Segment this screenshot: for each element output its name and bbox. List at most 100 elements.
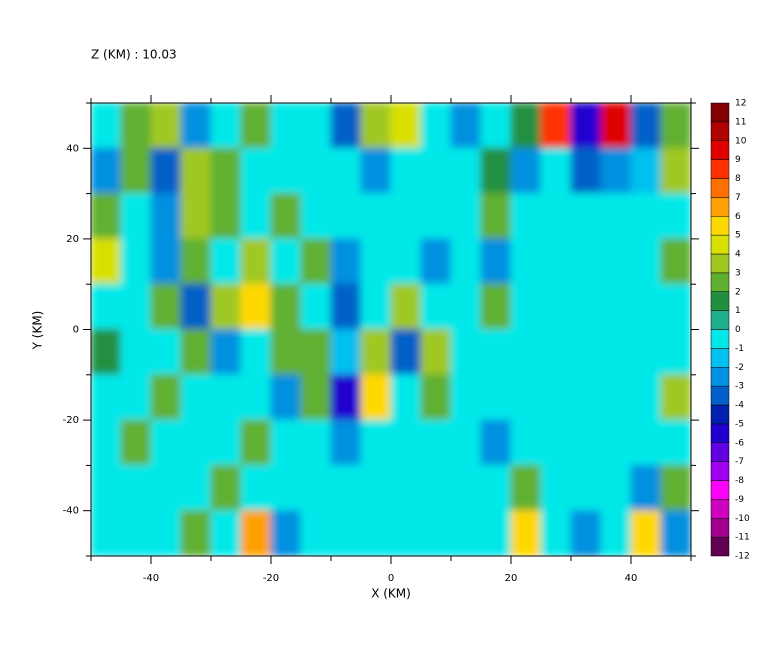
cell	[210, 193, 242, 240]
cell	[240, 329, 272, 376]
cell	[420, 103, 452, 149]
cell	[300, 329, 332, 376]
cell	[390, 419, 422, 466]
colorbar-box	[710, 348, 730, 368]
cell	[450, 193, 482, 240]
cell	[300, 464, 332, 512]
cell	[180, 464, 212, 512]
cell	[570, 193, 602, 240]
cell	[240, 419, 272, 466]
cell	[150, 238, 182, 285]
cell	[540, 193, 572, 240]
cell	[630, 510, 662, 556]
colorbar-label: 9	[735, 155, 741, 165]
cell	[91, 374, 122, 421]
cell	[180, 419, 212, 466]
cell	[390, 238, 422, 285]
cell	[450, 419, 482, 466]
cell	[330, 283, 362, 330]
cell	[360, 193, 392, 240]
chart-title: Z (KM) : 10.03	[91, 48, 177, 62]
colorbar-box	[710, 102, 730, 123]
cell	[570, 510, 602, 556]
cell	[330, 147, 362, 195]
cell	[420, 329, 452, 376]
colorbar-label: -11	[735, 533, 750, 543]
cell	[660, 283, 691, 330]
cell	[660, 193, 691, 240]
cell	[630, 419, 662, 466]
cell	[210, 510, 242, 556]
colorbar-label: 7	[735, 193, 741, 203]
cell	[480, 419, 512, 466]
cell	[270, 329, 302, 376]
cell	[510, 419, 542, 466]
colorbar-label: -9	[735, 495, 744, 505]
cell	[480, 329, 512, 376]
cells	[91, 103, 691, 556]
cell	[660, 510, 691, 556]
cell	[120, 464, 152, 512]
colorbar-box	[710, 159, 730, 179]
colorbar-label: -10	[735, 514, 750, 524]
cell	[180, 103, 212, 149]
cell	[300, 374, 332, 421]
cell	[330, 510, 362, 556]
cell	[150, 193, 182, 240]
colorbar-box	[710, 480, 730, 500]
cell	[540, 238, 572, 285]
cell	[600, 329, 632, 376]
y-tick-label: -20	[63, 415, 79, 426]
cell	[600, 510, 632, 556]
cell	[540, 329, 572, 376]
cell	[210, 283, 242, 330]
cell	[420, 193, 452, 240]
colorbar-label: 2	[735, 287, 741, 297]
cell	[330, 238, 362, 285]
cell	[300, 419, 332, 466]
cell	[510, 238, 542, 285]
colorbar-label: -1	[735, 344, 744, 354]
cell	[540, 103, 572, 149]
cell	[480, 238, 512, 285]
cell	[390, 147, 422, 195]
colorbar-label: 10	[735, 136, 747, 146]
cell	[570, 103, 602, 149]
cell	[210, 464, 242, 512]
cell	[600, 193, 632, 240]
cell	[630, 193, 662, 240]
colorbar-label: -6	[735, 438, 744, 448]
cell	[540, 374, 572, 421]
cell	[420, 147, 452, 195]
cell	[270, 510, 302, 556]
cell	[270, 147, 302, 195]
cell	[390, 374, 422, 421]
y-axis-label: Y (KM)	[31, 311, 45, 351]
colorbar-box	[710, 291, 730, 311]
cell	[480, 103, 512, 149]
cell	[150, 510, 182, 556]
cell	[360, 147, 392, 195]
colorbar-label: 5	[735, 231, 741, 241]
colorbar-label: 1	[735, 306, 741, 316]
cell	[600, 103, 632, 149]
cell	[330, 374, 362, 421]
cell	[420, 464, 452, 512]
cell	[91, 464, 122, 512]
x-tick-label: 40	[625, 573, 638, 584]
colorbar-label: 3	[735, 268, 741, 278]
cell	[240, 147, 272, 195]
cell	[570, 147, 602, 195]
cell	[360, 103, 392, 149]
cell	[180, 238, 212, 285]
cell	[510, 329, 542, 376]
cell	[270, 193, 302, 240]
cell	[540, 147, 572, 195]
cell	[540, 419, 572, 466]
cell	[240, 103, 272, 149]
cell	[330, 464, 362, 512]
cell	[240, 193, 272, 240]
cell	[510, 510, 542, 556]
cell	[600, 147, 632, 195]
